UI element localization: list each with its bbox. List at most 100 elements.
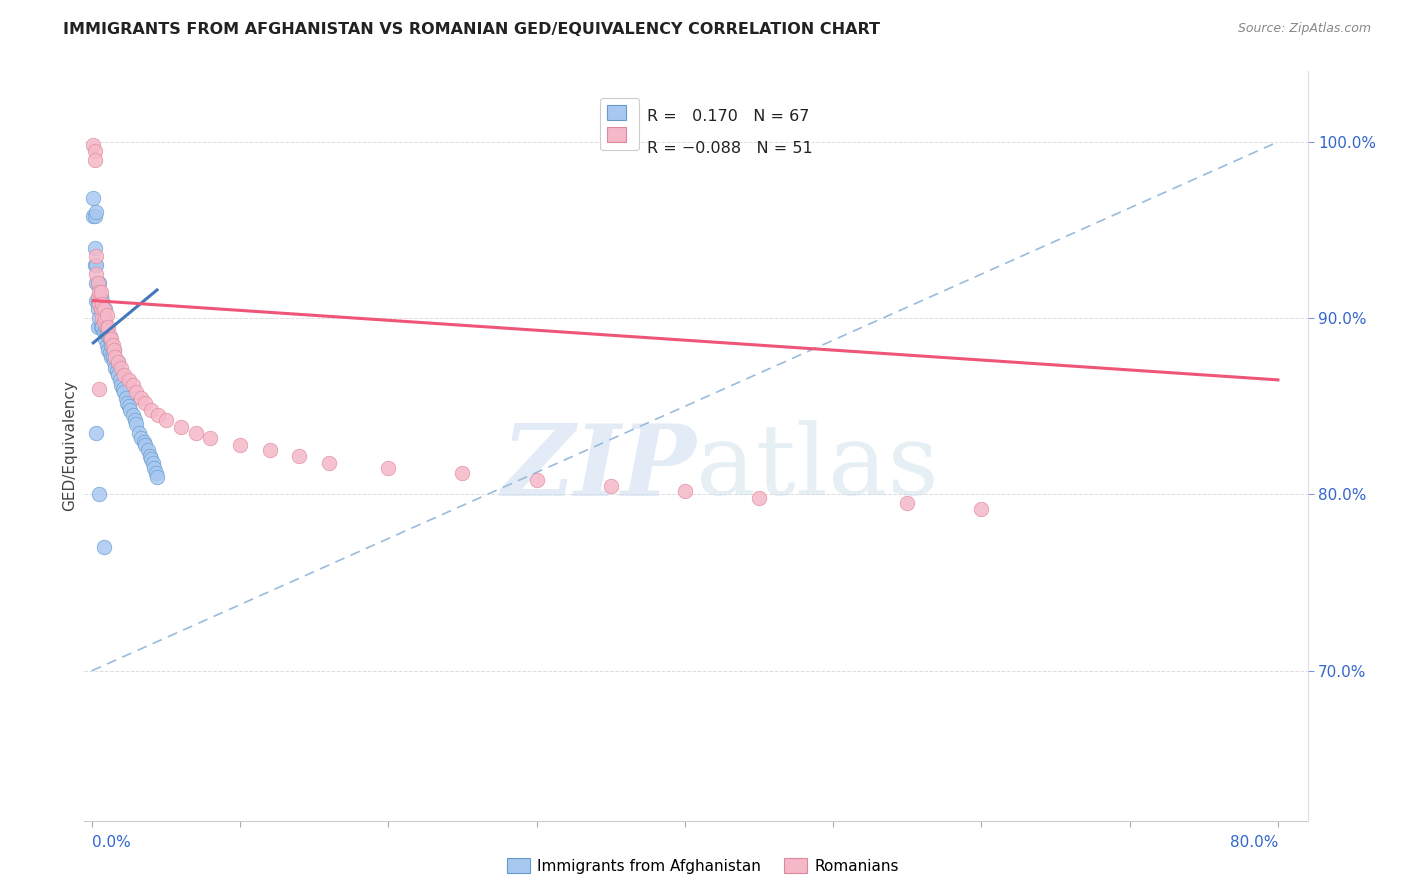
Point	[599, 478, 621, 492]
Point	[96, 337, 118, 351]
Point	[259, 443, 281, 458]
Point	[86, 276, 108, 290]
Point	[145, 467, 167, 481]
Y-axis label: GED/Equivalency: GED/Equivalency	[62, 381, 77, 511]
Point	[91, 297, 114, 311]
Point	[89, 297, 111, 311]
Text: 80.0%: 80.0%	[1230, 835, 1278, 850]
Point	[132, 434, 155, 449]
Point	[94, 302, 117, 317]
Point	[83, 153, 105, 167]
Point	[94, 320, 117, 334]
Point	[143, 461, 166, 475]
Point	[82, 191, 104, 205]
Point	[83, 241, 105, 255]
Point	[93, 541, 115, 555]
Point	[134, 396, 156, 410]
Point	[90, 302, 112, 317]
Point	[82, 209, 104, 223]
Point	[103, 343, 125, 357]
Point	[117, 396, 139, 410]
Point	[129, 431, 152, 445]
Point	[129, 391, 152, 405]
Point	[970, 501, 993, 516]
Point	[89, 311, 111, 326]
Point	[136, 443, 159, 458]
Point	[125, 385, 148, 400]
Point	[84, 205, 107, 219]
Point	[86, 276, 108, 290]
Point	[93, 311, 115, 326]
Point	[86, 320, 108, 334]
Point	[139, 452, 162, 467]
Text: IMMIGRANTS FROM AFGHANISTAN VS ROMANIAN GED/EQUIVALENCY CORRELATION CHART: IMMIGRANTS FROM AFGHANISTAN VS ROMANIAN …	[63, 22, 880, 37]
Point	[184, 425, 207, 440]
Point	[108, 373, 131, 387]
Point	[98, 332, 121, 346]
Point	[91, 320, 114, 334]
Point	[155, 413, 177, 427]
Point	[110, 360, 132, 375]
Point	[96, 308, 118, 322]
Point	[89, 382, 111, 396]
Point	[82, 138, 104, 153]
Point	[97, 328, 120, 343]
Point	[107, 355, 129, 369]
Point	[111, 382, 134, 396]
Point	[110, 378, 132, 392]
Text: Source: ZipAtlas.com: Source: ZipAtlas.com	[1237, 22, 1371, 36]
Point	[142, 456, 165, 470]
Point	[94, 311, 117, 326]
Point	[101, 337, 124, 351]
Point	[100, 337, 122, 351]
Point	[84, 250, 107, 264]
Point	[101, 350, 124, 364]
Text: R =   0.170   N = 67: R = 0.170 N = 67	[647, 109, 810, 124]
Point	[124, 413, 146, 427]
Point	[98, 346, 121, 360]
Point	[97, 343, 120, 357]
Point	[146, 470, 169, 484]
Point	[93, 326, 115, 340]
Point	[84, 425, 107, 440]
Text: 0.0%: 0.0%	[91, 835, 131, 850]
Point	[120, 402, 142, 417]
Point	[288, 449, 311, 463]
Point	[89, 276, 111, 290]
Point	[139, 402, 162, 417]
Point	[103, 355, 125, 369]
Point	[90, 320, 112, 334]
Point	[134, 438, 156, 452]
Point	[86, 293, 108, 308]
Point	[100, 350, 122, 364]
Point	[96, 326, 118, 340]
Point	[90, 285, 112, 299]
Text: ZIP: ZIP	[501, 420, 696, 516]
Point	[91, 311, 114, 326]
Point	[96, 320, 118, 334]
Point	[91, 302, 114, 317]
Legend: , : ,	[599, 98, 640, 150]
Point	[377, 461, 399, 475]
Point	[94, 332, 117, 346]
Point	[526, 474, 548, 488]
Point	[89, 293, 111, 308]
Point	[115, 391, 138, 405]
Point	[170, 420, 193, 434]
Point	[83, 144, 105, 158]
Point	[200, 431, 222, 445]
Point	[138, 449, 160, 463]
Point	[896, 496, 918, 510]
Point	[100, 332, 122, 346]
Point	[105, 364, 128, 378]
Point	[93, 315, 115, 329]
Point	[84, 267, 107, 281]
Point	[84, 276, 107, 290]
Point	[84, 293, 107, 308]
Point	[93, 302, 115, 317]
Text: R = −0.088   N = 51: R = −0.088 N = 51	[647, 141, 813, 156]
Point	[229, 438, 252, 452]
Point	[748, 491, 770, 505]
Point	[118, 400, 141, 414]
Point	[318, 456, 340, 470]
